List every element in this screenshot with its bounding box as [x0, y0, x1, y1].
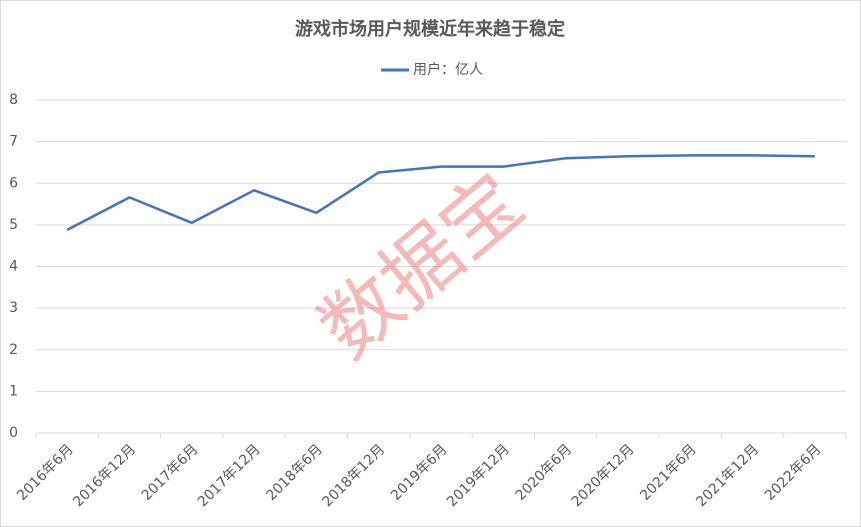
y-tick-label: 5: [9, 217, 18, 233]
legend-label: 用户：亿人: [413, 61, 483, 78]
y-tick-label: 4: [9, 259, 18, 275]
y-tick-label: 3: [9, 300, 18, 316]
y-tick-label: 6: [9, 175, 18, 191]
series-line: [66, 154, 815, 231]
y-tick-label: 1: [9, 383, 18, 399]
y-tick-label: 8: [9, 92, 18, 108]
y-tick-label: 0: [9, 425, 18, 441]
y-tick-label: 7: [9, 134, 18, 150]
y-tick-label: 2: [9, 342, 18, 358]
chart-title: 游戏市场用户规模近年来趋于稳定: [295, 18, 565, 40]
